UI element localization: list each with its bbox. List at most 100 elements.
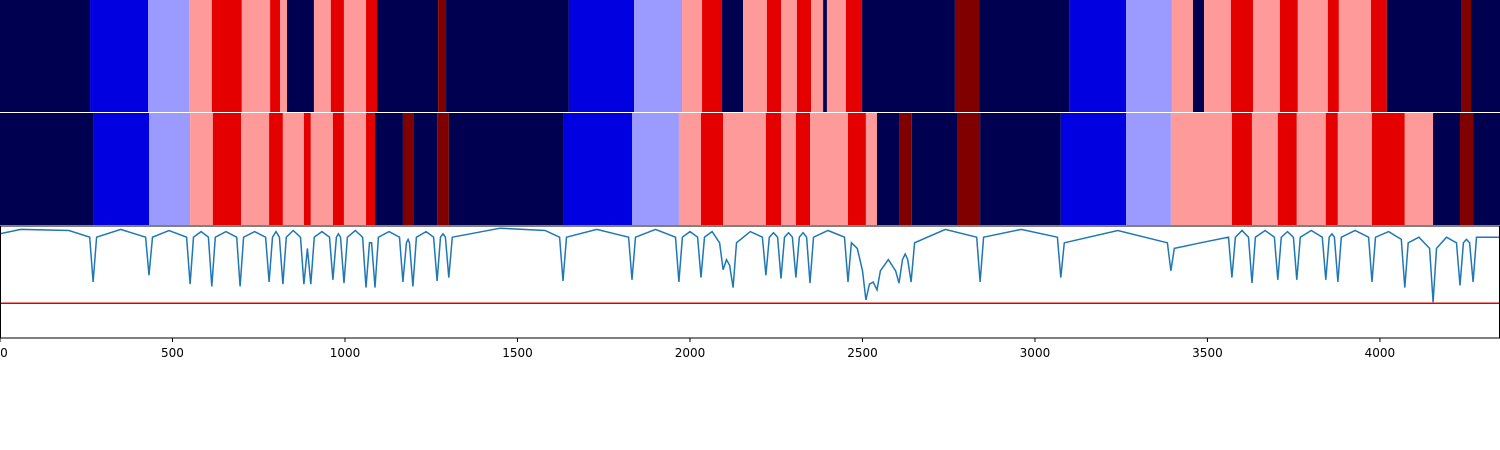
segment bbox=[1231, 113, 1252, 225]
segment bbox=[1461, 0, 1472, 112]
segment bbox=[437, 113, 449, 225]
segment bbox=[211, 0, 242, 112]
segment bbox=[876, 113, 900, 225]
x-tick-label: 1000 bbox=[330, 346, 361, 360]
segment bbox=[781, 0, 797, 112]
segment bbox=[847, 113, 866, 225]
segment bbox=[303, 113, 311, 225]
segment bbox=[702, 0, 723, 112]
segment bbox=[1338, 0, 1371, 112]
segment bbox=[568, 0, 635, 112]
segment bbox=[147, 0, 190, 112]
segment bbox=[1252, 0, 1280, 112]
segment bbox=[1473, 113, 1500, 225]
segment bbox=[795, 113, 811, 225]
segment bbox=[678, 113, 702, 225]
segment bbox=[862, 0, 955, 112]
segment bbox=[954, 0, 980, 112]
segment bbox=[1386, 0, 1462, 112]
segment bbox=[1433, 113, 1460, 225]
segment bbox=[93, 113, 150, 225]
segment bbox=[1251, 113, 1278, 225]
segment bbox=[1170, 113, 1232, 225]
segment bbox=[1192, 0, 1205, 112]
segment bbox=[911, 113, 957, 225]
segment bbox=[330, 0, 344, 112]
segment bbox=[90, 0, 148, 112]
x-tick-label: 500 bbox=[161, 346, 184, 360]
segment bbox=[823, 0, 827, 112]
segment bbox=[1327, 0, 1339, 112]
segment bbox=[1204, 0, 1231, 112]
segment bbox=[402, 113, 414, 225]
segment bbox=[1279, 0, 1298, 112]
x-tick-label: 0 bbox=[0, 346, 8, 360]
segment bbox=[287, 0, 314, 112]
segment bbox=[1171, 0, 1193, 112]
segment bbox=[241, 0, 271, 112]
segment bbox=[899, 113, 912, 225]
segment bbox=[1277, 113, 1297, 225]
segment bbox=[810, 113, 848, 225]
segment bbox=[282, 113, 304, 225]
segment bbox=[1370, 0, 1387, 112]
segment bbox=[1471, 0, 1500, 112]
segment bbox=[743, 0, 767, 112]
segment bbox=[241, 113, 270, 225]
segment bbox=[313, 0, 331, 112]
segment bbox=[956, 113, 981, 225]
segment bbox=[723, 113, 766, 225]
segment bbox=[796, 0, 812, 112]
segment bbox=[811, 0, 824, 112]
segment bbox=[0, 0, 91, 112]
segment bbox=[766, 0, 782, 112]
segment bbox=[765, 113, 782, 225]
segment bbox=[632, 113, 679, 225]
segment bbox=[438, 0, 447, 112]
x-tick-label: 4000 bbox=[1365, 346, 1396, 360]
segment bbox=[1297, 0, 1328, 112]
segment bbox=[1404, 113, 1434, 225]
segment bbox=[1230, 0, 1253, 112]
segment bbox=[413, 113, 438, 225]
segment bbox=[1337, 113, 1373, 225]
segment bbox=[1325, 113, 1338, 225]
segment bbox=[212, 113, 242, 225]
segment bbox=[1126, 113, 1171, 225]
segment bbox=[1060, 113, 1127, 225]
x-tick-label: 3500 bbox=[1192, 346, 1223, 360]
segment bbox=[343, 0, 367, 112]
segment bbox=[377, 0, 439, 112]
segment bbox=[310, 113, 333, 225]
segment bbox=[826, 0, 846, 112]
line-series bbox=[0, 227, 1500, 303]
segment bbox=[1296, 113, 1326, 225]
segment bbox=[366, 0, 378, 112]
segment bbox=[563, 113, 633, 225]
segment bbox=[0, 113, 94, 225]
segment bbox=[1126, 0, 1172, 112]
segment bbox=[781, 113, 796, 225]
segment bbox=[682, 0, 703, 112]
segment bbox=[446, 0, 569, 112]
segment bbox=[189, 0, 212, 112]
x-tick-label: 3000 bbox=[1020, 346, 1051, 360]
x-tick-label: 2500 bbox=[847, 346, 878, 360]
segment bbox=[980, 113, 1061, 225]
segment bbox=[269, 113, 283, 225]
segment bbox=[366, 113, 375, 225]
segment bbox=[280, 0, 288, 112]
segment bbox=[865, 113, 877, 225]
x-tick-label: 2000 bbox=[675, 346, 706, 360]
segment bbox=[448, 113, 564, 225]
segment bbox=[979, 0, 1070, 112]
segment bbox=[190, 113, 213, 225]
segment bbox=[270, 0, 281, 112]
segment bbox=[1372, 113, 1405, 225]
segment bbox=[1459, 113, 1474, 225]
segment bbox=[845, 0, 863, 112]
segment bbox=[375, 113, 403, 225]
segment bbox=[634, 0, 683, 112]
segment bbox=[701, 113, 724, 225]
